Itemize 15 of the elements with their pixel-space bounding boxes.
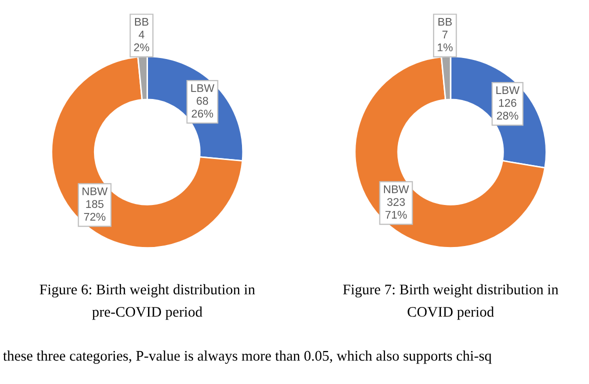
slice-label: NBW	[82, 187, 108, 196]
slice-label: BB	[438, 18, 452, 26]
data-label: 4 2%	[134, 30, 150, 52]
text: these three categories, P-value is always more than 0.05, which also supports chi-sq	[3, 350, 492, 364]
data-label: 126 28%	[496, 98, 518, 120]
slice-label: NBW	[384, 185, 409, 194]
data-label: 68 26%	[192, 96, 214, 118]
text: Figure 7: Birth weight distribution in COVID period	[343, 284, 558, 320]
slice-label: BB	[135, 18, 148, 26]
text: Figure 6: Birth weight distribution in pre-COVID period	[40, 284, 255, 320]
data-label: 7 1%	[438, 30, 453, 52]
slice-label: LBW	[191, 84, 214, 92]
data-label: 185 72%	[84, 200, 106, 221]
data-label: 323 71%	[386, 198, 407, 219]
slice-label: LBW	[496, 86, 520, 94]
